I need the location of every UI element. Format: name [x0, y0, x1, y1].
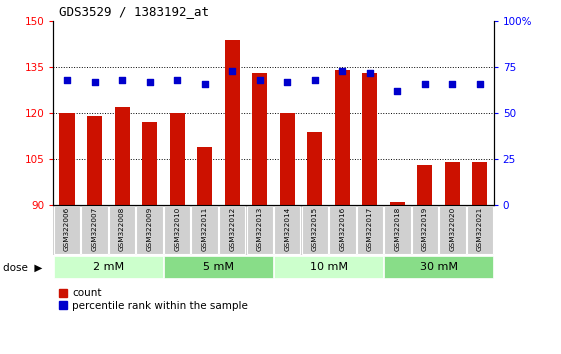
- Bar: [302, 206, 328, 254]
- Legend: count, percentile rank within the sample: count, percentile rank within the sample: [58, 289, 248, 311]
- Point: [145, 79, 154, 85]
- Bar: [54, 256, 163, 278]
- Bar: [274, 256, 383, 278]
- Bar: [274, 206, 301, 254]
- Bar: [390, 202, 405, 205]
- Bar: [246, 206, 273, 254]
- Bar: [164, 206, 190, 254]
- Bar: [445, 162, 460, 205]
- Text: GSM322018: GSM322018: [394, 207, 401, 251]
- Bar: [224, 40, 240, 205]
- Text: GSM322020: GSM322020: [449, 207, 456, 251]
- Text: dose  ▶: dose ▶: [3, 262, 42, 272]
- Bar: [54, 206, 80, 254]
- Bar: [164, 256, 273, 278]
- Bar: [467, 206, 493, 254]
- Bar: [219, 206, 245, 254]
- Bar: [412, 206, 438, 254]
- Bar: [329, 206, 356, 254]
- Bar: [417, 165, 433, 205]
- Point: [393, 88, 402, 94]
- Text: GDS3529 / 1383192_at: GDS3529 / 1383192_at: [59, 5, 209, 18]
- Text: GSM322008: GSM322008: [119, 207, 125, 251]
- Text: GSM322019: GSM322019: [422, 207, 428, 251]
- Text: GSM322012: GSM322012: [229, 207, 235, 251]
- Text: GSM322013: GSM322013: [257, 207, 263, 251]
- Point: [338, 68, 347, 74]
- Bar: [142, 122, 157, 205]
- Point: [310, 77, 319, 83]
- Point: [90, 79, 99, 85]
- Text: 5 mM: 5 mM: [203, 262, 234, 272]
- Bar: [114, 107, 130, 205]
- Bar: [87, 116, 102, 205]
- Point: [173, 77, 182, 83]
- Text: GSM322006: GSM322006: [64, 207, 70, 251]
- Bar: [384, 256, 493, 278]
- Text: GSM322015: GSM322015: [312, 207, 318, 251]
- Bar: [59, 113, 75, 205]
- Point: [283, 79, 292, 85]
- Bar: [439, 206, 466, 254]
- Text: GSM322014: GSM322014: [284, 207, 290, 251]
- Point: [420, 81, 429, 87]
- Text: 30 mM: 30 mM: [420, 262, 458, 272]
- Bar: [357, 206, 383, 254]
- Text: GSM322016: GSM322016: [339, 207, 346, 251]
- Bar: [472, 162, 488, 205]
- Bar: [252, 73, 267, 205]
- Bar: [362, 73, 378, 205]
- Point: [118, 77, 127, 83]
- Bar: [81, 206, 108, 254]
- Bar: [136, 206, 163, 254]
- Text: GSM322007: GSM322007: [91, 207, 98, 251]
- Text: 10 mM: 10 mM: [310, 262, 347, 272]
- Text: GSM322009: GSM322009: [146, 207, 153, 251]
- Text: GSM322010: GSM322010: [174, 207, 180, 251]
- Text: 2 mM: 2 mM: [93, 262, 124, 272]
- Bar: [169, 113, 185, 205]
- Point: [63, 77, 72, 83]
- Point: [365, 70, 374, 76]
- Point: [475, 81, 484, 87]
- Point: [255, 77, 264, 83]
- Bar: [280, 113, 295, 205]
- Bar: [307, 132, 323, 205]
- Bar: [191, 206, 218, 254]
- Text: GSM322011: GSM322011: [201, 207, 208, 251]
- Text: GSM322021: GSM322021: [477, 207, 483, 251]
- Bar: [197, 147, 212, 205]
- Bar: [384, 206, 411, 254]
- Point: [228, 68, 237, 74]
- Point: [200, 81, 209, 87]
- Text: GSM322017: GSM322017: [367, 207, 373, 251]
- Bar: [335, 70, 350, 205]
- Bar: [109, 206, 135, 254]
- Point: [448, 81, 457, 87]
